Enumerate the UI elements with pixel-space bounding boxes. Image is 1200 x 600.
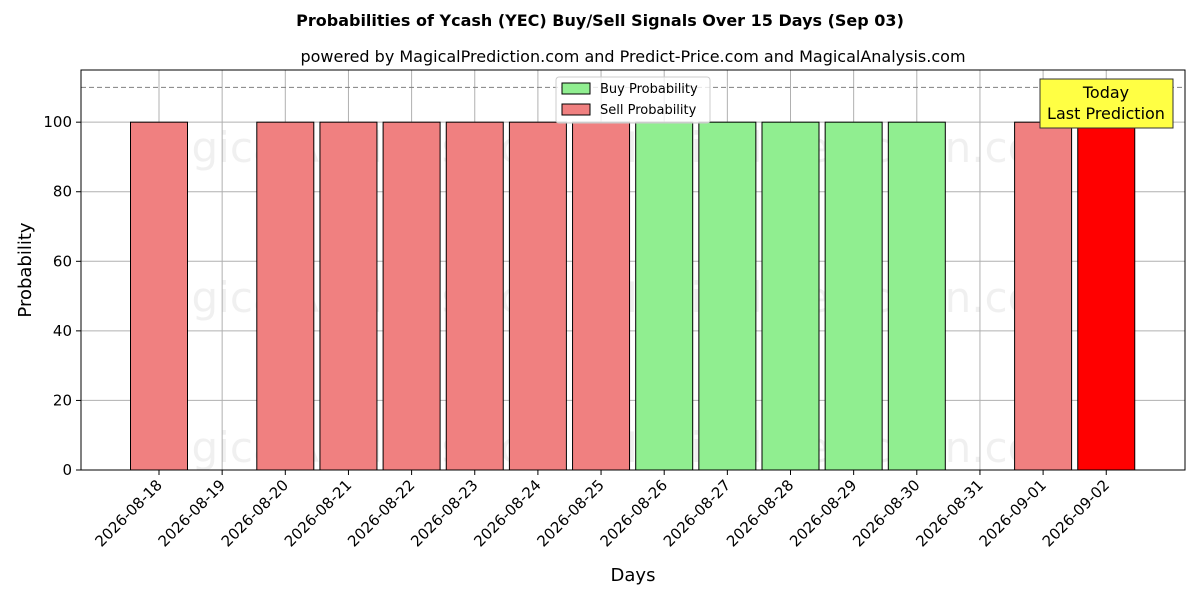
x-tick-label: 2026-08-21 (281, 476, 355, 550)
annotation-box (1039, 78, 1174, 129)
x-tick-label: 2026-08-20 (218, 476, 292, 550)
x-tick-label: 2026-08-19 (155, 476, 229, 550)
legend-swatch (561, 82, 591, 95)
bar (635, 121, 694, 471)
legend-box (555, 76, 711, 124)
x-tick-label: 2026-09-01 (976, 476, 1050, 550)
legend-swatch (561, 103, 591, 116)
x-tick-label: 2026-08-29 (786, 476, 860, 550)
bar (1014, 121, 1073, 471)
y-axis-ticks: 0 20 40 60 80 100 (43, 113, 81, 479)
y-tick-label: 0 (62, 461, 72, 479)
x-tick-label: 2026-08-26 (597, 476, 671, 550)
x-axis-ticks: 2026-08-182026-08-192026-08-202026-08-21… (91, 470, 1113, 550)
bar (382, 121, 441, 471)
annotation-text: Today (1082, 83, 1129, 102)
chart-title: Probabilities of Ycash (YEC) Buy/Sell Si… (296, 11, 904, 30)
x-tick-label: 2026-08-30 (849, 476, 923, 550)
bar (824, 121, 883, 471)
annotation-text: Last Prediction (1047, 104, 1165, 123)
bar (319, 121, 378, 471)
x-tick-label: 2026-08-28 (723, 476, 797, 550)
legend-label: Sell Probability (600, 103, 697, 118)
y-tick-label: 80 (53, 183, 72, 201)
bar (445, 121, 504, 471)
legend: Buy Probability Sell Probability (555, 76, 711, 124)
y-tick-label: 60 (53, 252, 72, 270)
bar (508, 121, 567, 471)
y-tick-label: 100 (43, 113, 72, 131)
bar (572, 121, 631, 471)
y-tick-label: 40 (53, 322, 72, 340)
chart-subtitle: powered by MagicalPrediction.com and Pre… (300, 47, 965, 66)
legend-label: Buy Probability (600, 82, 698, 97)
bar (698, 121, 757, 471)
bar (1077, 121, 1136, 471)
x-tick-label: 2026-09-02 (1039, 476, 1113, 550)
x-tick-label: 2026-08-23 (407, 476, 481, 550)
x-tick-label: 2026-08-18 (91, 476, 165, 550)
bar (130, 121, 188, 471)
y-axis-label: Probability (15, 222, 36, 317)
y-tick-label: 20 (53, 391, 72, 409)
bar (761, 121, 820, 471)
bar (887, 121, 946, 471)
x-tick-label: 2026-08-31 (912, 476, 986, 550)
x-tick-label: 2026-08-27 (660, 476, 734, 550)
plot-frame (80, 69, 1186, 471)
x-tick-label: 2026-08-25 (533, 476, 607, 550)
x-axis-label: Days (611, 565, 656, 586)
x-tick-label: 2026-08-22 (344, 476, 418, 550)
bars (130, 121, 1136, 471)
bar (256, 121, 315, 471)
today-annotation: Today Last Prediction (1039, 78, 1174, 129)
x-tick-label: 2026-08-24 (470, 476, 544, 550)
